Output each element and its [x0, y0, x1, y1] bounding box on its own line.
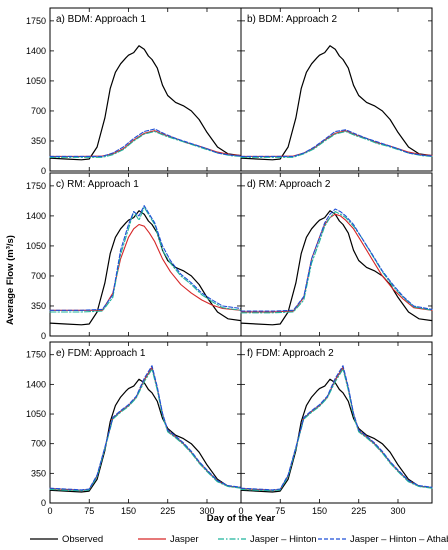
- series-line: [240, 130, 433, 158]
- series-line: [49, 368, 242, 492]
- legend-label: Jasper: [170, 534, 199, 545]
- y-tick-label: 1400: [26, 211, 46, 221]
- y-tick-label: 1050: [26, 409, 46, 419]
- x-tick-label: 0: [47, 506, 52, 516]
- y-tick-label: 700: [31, 271, 46, 281]
- x-tick-label: 300: [390, 506, 405, 516]
- panels-group: 0 350 700 1050 1400 1750 a) BDM: Approach 1 b) …: [26, 7, 433, 516]
- series-line: [240, 45, 433, 161]
- series-line: [240, 211, 433, 314]
- panel-title: b) BDM: Approach 2: [247, 14, 337, 25]
- y-tick-label: 350: [31, 136, 46, 146]
- legend-label: Observed: [62, 534, 103, 545]
- panel-d: d) RM: Approach 2: [240, 172, 433, 337]
- x-tick-label: 225: [160, 506, 175, 516]
- y-tick-label: 0: [41, 166, 46, 176]
- panel-frame: [240, 7, 433, 172]
- series-line: [240, 365, 433, 491]
- y-tick-label: 0: [41, 498, 46, 508]
- series-line: [49, 206, 242, 313]
- x-tick-label: 75: [84, 506, 94, 516]
- legend-item: Jasper – Hinton: [218, 534, 317, 545]
- x-tick-label: 150: [312, 506, 327, 516]
- panel-c: 0 350 700 1050 1400 1750 c) RM: Approach 1: [26, 172, 242, 341]
- x-tick-label: 300: [199, 506, 214, 516]
- y-tick-label: 1750: [26, 350, 46, 360]
- series-line: [49, 45, 242, 161]
- y-tick-label: 700: [31, 439, 46, 449]
- y-tick-label: 1050: [26, 241, 46, 251]
- legend-item: Observed: [30, 534, 103, 545]
- series-line: [240, 368, 433, 492]
- panel-title: f) FDM: Approach 2: [247, 348, 334, 359]
- panel-frame: [240, 341, 433, 504]
- series-line: [49, 365, 242, 491]
- y-tick-label: 1400: [26, 379, 46, 389]
- panel-title: d) RM: Approach 2: [247, 179, 331, 190]
- y-tick-label: 0: [41, 331, 46, 341]
- panel-frame: [49, 172, 242, 337]
- y-tick-label: 350: [31, 301, 46, 311]
- panel-e: 0 350 700 1050 1400 1750 0 75 150 225 300 e) FDM: A…: [26, 341, 242, 516]
- panel-title: a) BDM: Approach 1: [56, 14, 146, 25]
- panel-title: e) FDM: Approach 1: [56, 348, 146, 359]
- legend-label: Jasper – Hinton – Athabasca: [350, 534, 448, 545]
- legend-item: Jasper: [138, 534, 199, 545]
- y-axis-label: Average Flow (m³/s): [5, 235, 16, 325]
- panel-f: 0 75 150 225 300 f) FDM: Approach 2: [238, 341, 433, 516]
- y-tick-label: 700: [31, 106, 46, 116]
- y-tick-label: 1400: [26, 46, 46, 56]
- series-line: [49, 210, 242, 326]
- panel-frame: [49, 7, 242, 172]
- panel-frame: [240, 172, 433, 337]
- panel-title: c) RM: Approach 1: [56, 179, 139, 190]
- legend-label: Jasper – Hinton: [250, 534, 317, 545]
- x-tick-label: 150: [121, 506, 136, 516]
- x-tick-label: 75: [275, 506, 285, 516]
- series-line: [240, 208, 433, 312]
- y-tick-label: 1050: [26, 76, 46, 86]
- x-tick-label: 0: [238, 506, 243, 516]
- series-line: [49, 205, 242, 311]
- y-tick-label: 350: [31, 468, 46, 478]
- y-tick-label: 1750: [26, 181, 46, 191]
- panel-b: b) BDM: Approach 2: [240, 7, 433, 172]
- panel-frame: [49, 341, 242, 504]
- legend: Observed Jasper Jasper – Hinton Jasper – Hi…: [30, 534, 448, 545]
- panel-a: 0 350 700 1050 1400 1750 a) BDM: Approach 1: [26, 7, 242, 176]
- x-tick-label: 225: [351, 506, 366, 516]
- y-tick-label: 1750: [26, 16, 46, 26]
- series-line: [49, 128, 242, 157]
- series-line: [240, 129, 433, 157]
- legend-item: Jasper – Hinton – Athabasca: [318, 534, 448, 545]
- x-axis-label: Day of the Year: [207, 513, 276, 524]
